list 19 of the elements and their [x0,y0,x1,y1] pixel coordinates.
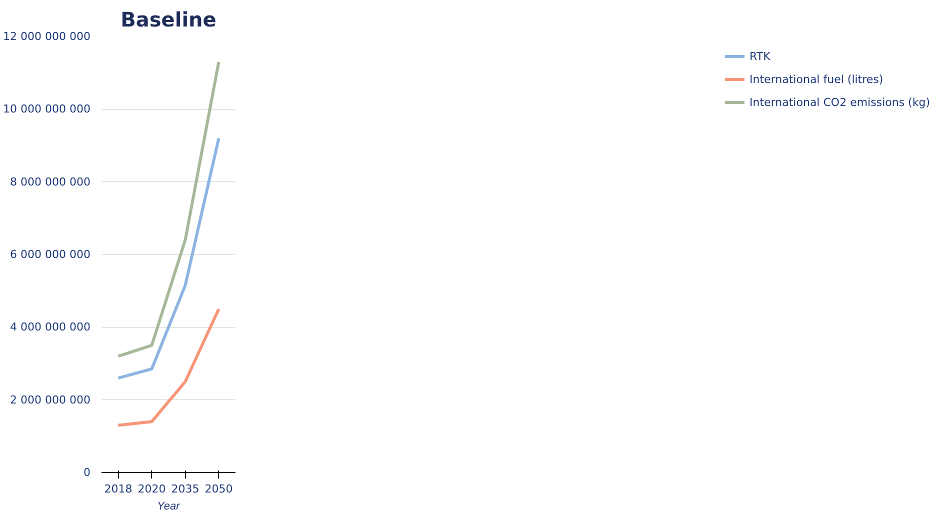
legend-label: International fuel (litres) [750,72,884,86]
y-tick-label: 4 000 000 000 [10,320,91,334]
x-tick-label: 2035 [171,482,200,496]
chart-title: Baseline [120,8,216,32]
line-series [116,60,220,358]
legend-label: RTK [750,50,770,62]
y-tick-label: 0 [84,466,90,479]
x-axis-title: Year [157,500,182,512]
x-tick-label: 2018 [104,482,132,496]
legend-label: International CO2 emissions (kg) [750,96,930,108]
y-tick-label: 10 000 000 000 [3,102,91,116]
y-tick-label: 2 000 000 000 [10,393,91,406]
x-tick-label: 2050 [204,482,233,496]
y-tick-label: 12 000 000 000 [3,30,91,43]
line-series [116,308,220,427]
line-series [116,136,220,380]
y-tick-label: 8 000 000 000 [10,175,91,188]
y-tick-label: 6 000 000 000 [10,248,91,261]
x-tick-label: 2020 [138,482,166,496]
